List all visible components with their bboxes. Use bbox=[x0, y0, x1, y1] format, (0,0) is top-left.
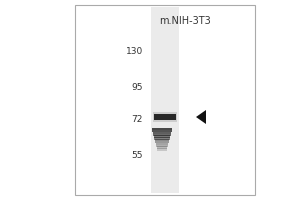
Bar bbox=[156, 144, 168, 147]
Text: 95: 95 bbox=[131, 84, 143, 92]
Text: 130: 130 bbox=[126, 47, 143, 56]
Bar bbox=[153, 112, 177, 122]
Bar bbox=[153, 132, 171, 134]
Bar bbox=[157, 148, 167, 151]
Bar bbox=[152, 128, 172, 130]
Bar bbox=[154, 135, 170, 138]
Bar bbox=[153, 134, 171, 136]
Bar bbox=[151, 7, 179, 193]
Text: 72: 72 bbox=[132, 116, 143, 124]
Bar bbox=[154, 137, 170, 140]
Bar bbox=[155, 139, 169, 141]
Polygon shape bbox=[196, 110, 206, 124]
Text: 55: 55 bbox=[131, 152, 143, 160]
Bar bbox=[156, 143, 168, 145]
Text: m.NIH-3T3: m.NIH-3T3 bbox=[159, 16, 211, 26]
Bar bbox=[75, 5, 255, 195]
Bar bbox=[157, 146, 167, 149]
Bar bbox=[155, 141, 169, 143]
Bar bbox=[152, 130, 172, 132]
Bar bbox=[154, 114, 176, 120]
